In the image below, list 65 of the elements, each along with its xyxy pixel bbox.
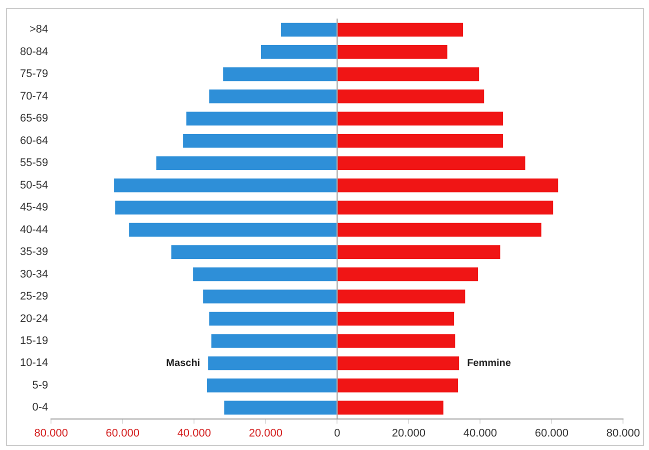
y-tick-label: 50-54: [20, 179, 48, 192]
bar: [338, 378, 458, 392]
bar: [183, 134, 337, 148]
bar: [156, 156, 337, 170]
bar: [338, 200, 554, 214]
bar: [338, 22, 464, 37]
y-tick-label: 10-14: [20, 357, 48, 370]
bar: [338, 112, 504, 126]
y-tick-label: 15-19: [20, 335, 48, 348]
bar: [211, 334, 337, 348]
bar: [223, 67, 337, 82]
x-tick-label: 60.000: [106, 427, 140, 440]
bar: [338, 178, 558, 192]
bar: [129, 222, 337, 237]
bar: [171, 245, 337, 259]
bar: [186, 112, 337, 126]
y-tick-label: 60-64: [20, 134, 48, 147]
bar: [209, 312, 337, 326]
x-tick-label: 40.000: [177, 427, 211, 440]
bar: [338, 45, 448, 59]
y-tick-label: 45-49: [20, 202, 48, 214]
y-tick-label: 35-39: [20, 246, 48, 258]
y-tick-label: 20-24: [20, 312, 48, 325]
x-tick-label: 60.000: [534, 427, 568, 440]
bar: [207, 378, 337, 392]
series-label: Maschi: [166, 358, 200, 369]
x-tick-label: 40.000: [463, 427, 497, 440]
y-tick-label: >84: [29, 24, 48, 36]
bar: [208, 356, 337, 370]
x-tick-label: 80.000: [34, 427, 68, 440]
bar: [338, 267, 478, 282]
y-tick-label: 55-59: [20, 157, 48, 170]
y-tick-label: 5-9: [32, 379, 48, 392]
bar: [338, 67, 480, 82]
y-tick-label: 0-4: [32, 402, 48, 414]
bar: [338, 334, 456, 348]
x-tick-label: 0: [334, 427, 340, 440]
bar: [338, 400, 444, 415]
x-tick-label: 20.000: [392, 427, 426, 440]
bar: [261, 45, 337, 59]
bar: [338, 245, 500, 259]
bar: [338, 156, 526, 170]
y-tick-label: 75-79: [20, 68, 48, 80]
y-tick-label: 30-34: [20, 268, 48, 280]
y-tick-label: 25-29: [20, 290, 48, 303]
bar: [115, 200, 337, 214]
bar: [338, 356, 460, 370]
bar: [203, 290, 337, 304]
bar: [114, 178, 337, 192]
bar: [338, 134, 504, 148]
bar: [224, 400, 337, 415]
y-tick-label: 70-74: [20, 90, 48, 102]
bar: [209, 90, 337, 104]
x-tick-label: 20.000: [248, 427, 282, 440]
bar: [338, 290, 466, 304]
bar: [193, 267, 337, 282]
y-tick-label: 40-44: [20, 224, 48, 236]
bar: [338, 222, 542, 237]
bar: [338, 312, 454, 326]
x-tick-label: 80.000: [606, 427, 640, 440]
y-tick-label: 65-69: [20, 112, 48, 125]
y-tick-label: 80-84: [20, 46, 48, 58]
series-label: Femmine: [467, 358, 512, 369]
bar: [338, 90, 484, 104]
bar: [281, 22, 337, 37]
